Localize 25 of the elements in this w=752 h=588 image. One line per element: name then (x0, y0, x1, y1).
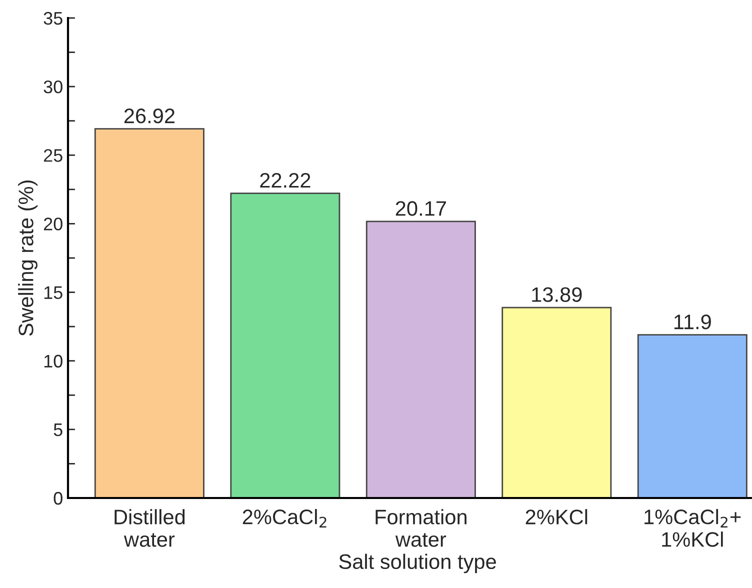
y-tick-label: 15 (44, 286, 62, 300)
bar (502, 306, 612, 498)
data-label: 13.89 (532, 287, 582, 302)
x-tick-label: Formation water (376, 509, 466, 547)
x-axis-title: Salt solution type (339, 554, 496, 574)
y-tick-label: 30 (44, 80, 62, 94)
y-tick-label: 35 (44, 12, 62, 25)
bar (94, 128, 204, 498)
x-tick-label: 2%KCl (526, 509, 588, 524)
y-axis-title: Swelling rate (%) (18, 180, 38, 336)
data-label: 20.17 (396, 201, 446, 216)
bar (366, 220, 476, 498)
y-tick-label: 0 (54, 492, 62, 505)
data-label: 22.22 (260, 173, 310, 188)
y-tick-label: 5 (54, 424, 62, 436)
y-tick-label: 10 (44, 354, 62, 368)
x-tick-label: Distilled water (114, 509, 185, 547)
x-tick-label: 1%CaCl$_{2}$+ 1%KCl (644, 509, 741, 547)
bar (230, 192, 340, 498)
x-tick-label: 2%CaCl$_{2}$ (242, 509, 326, 528)
y-tick-label: 25 (44, 149, 62, 162)
bar (637, 334, 748, 498)
data-label: 11.9 (674, 314, 711, 330)
y-tick-label: 20 (44, 218, 62, 230)
data-label: 26.92 (124, 108, 174, 124)
